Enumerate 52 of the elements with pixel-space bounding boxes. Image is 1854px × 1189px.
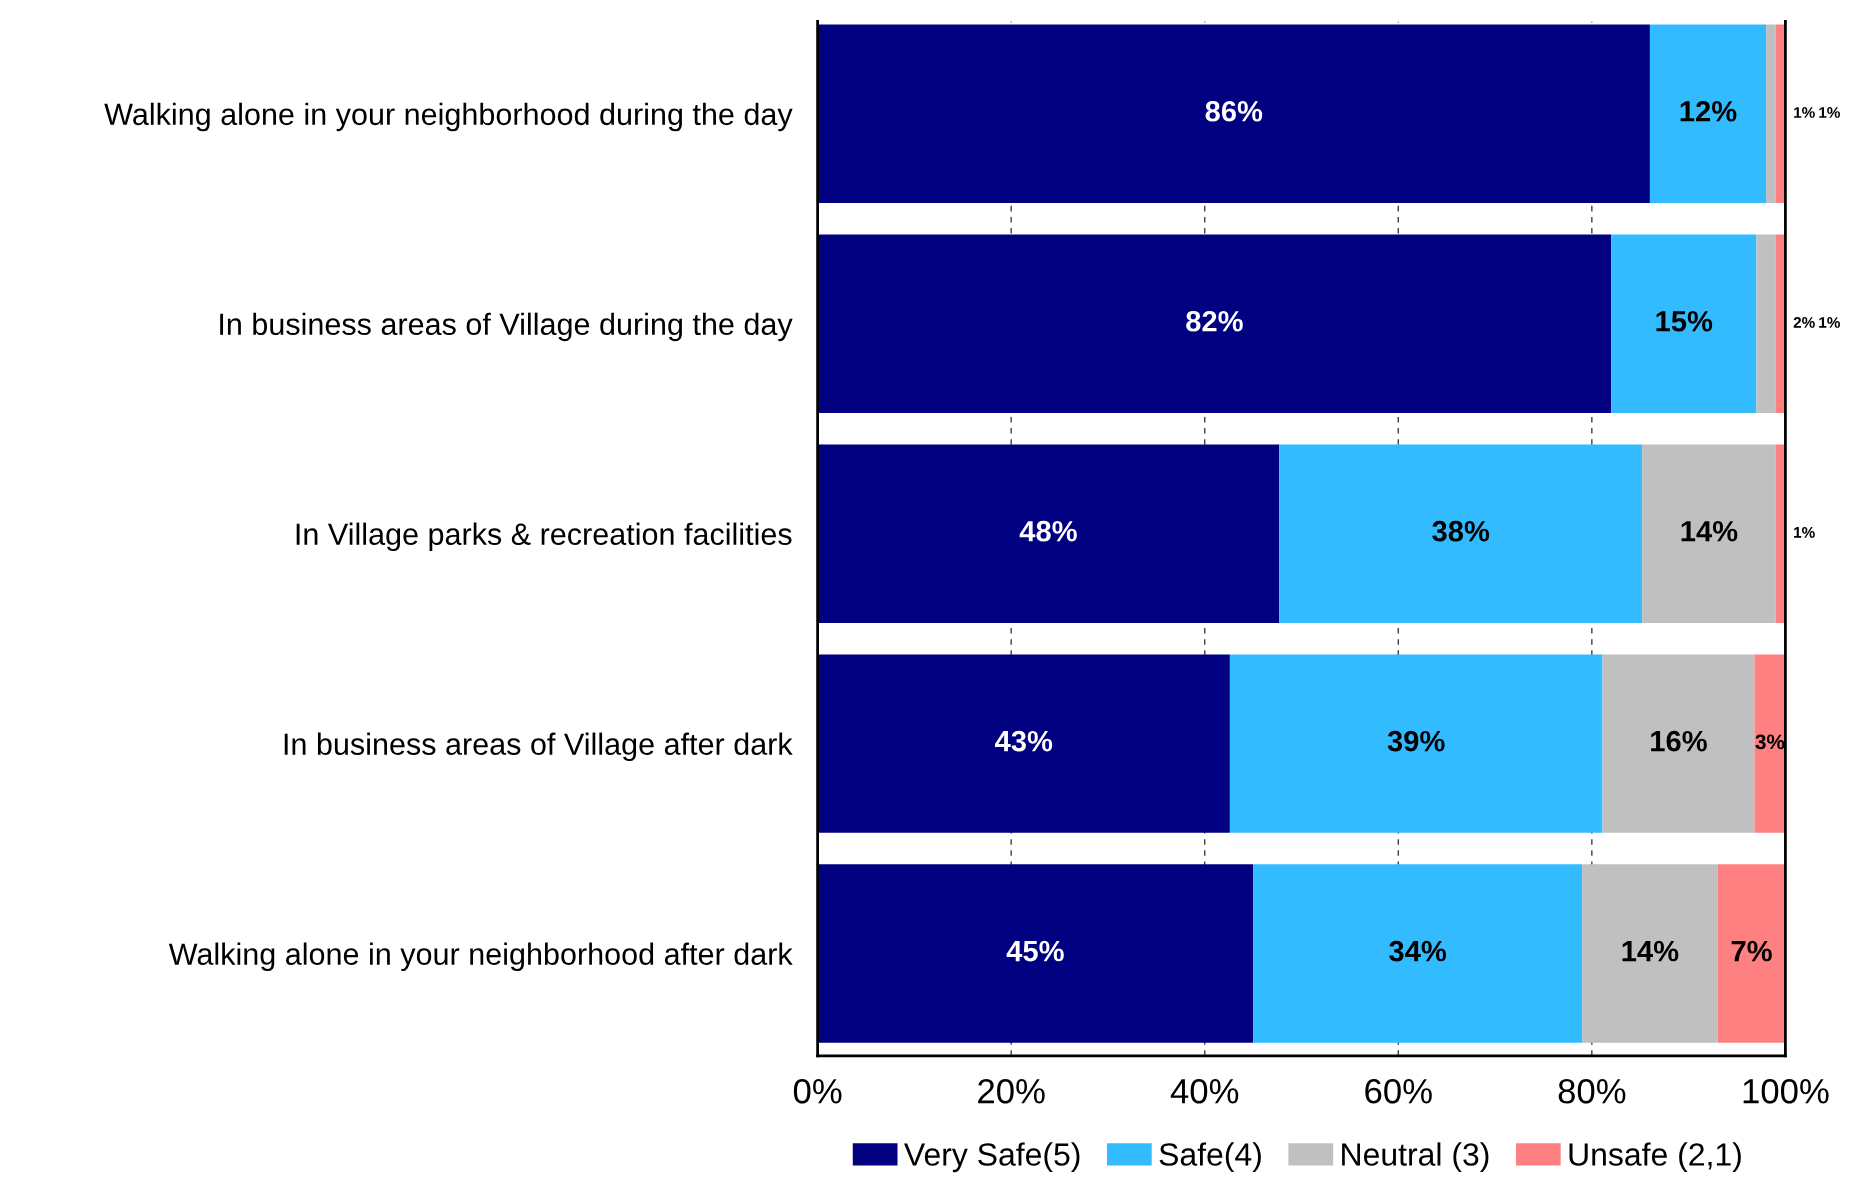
legend-label: Neutral (3) bbox=[1342, 1142, 1489, 1173]
x-tick-label: 100% bbox=[1743, 1078, 1829, 1104]
data-label: 15% bbox=[1656, 310, 1713, 332]
bar bbox=[1253, 864, 1583, 1043]
bar bbox=[1766, 24, 1776, 204]
data-label: 14% bbox=[1622, 940, 1679, 962]
bar bbox=[1279, 444, 1643, 623]
x-tick-label: 0% bbox=[793, 1078, 842, 1104]
x-tick-label: 20% bbox=[978, 1078, 1045, 1104]
x-tick-label: 40% bbox=[1170, 1078, 1239, 1104]
x-tick-label: 80% bbox=[1558, 1078, 1626, 1104]
bar bbox=[1642, 444, 1776, 623]
bar bbox=[817, 444, 1280, 623]
y-tick-label: In business areas of Village during the day bbox=[220, 312, 793, 342]
bar bbox=[817, 864, 1254, 1043]
data-label: 3% bbox=[1755, 734, 1785, 750]
data-label: 1% bbox=[1819, 107, 1840, 118]
data-label: 82% bbox=[1186, 310, 1243, 332]
bar bbox=[1649, 24, 1767, 204]
bar bbox=[1602, 654, 1755, 833]
x-tick-label: 60% bbox=[1365, 1078, 1432, 1104]
bar bbox=[817, 654, 1230, 833]
y-tick-label: Walking alone in your neighborhood after dark bbox=[168, 942, 793, 971]
data-label: 86% bbox=[1205, 100, 1263, 122]
legend-label: Safe(4) bbox=[1159, 1142, 1261, 1173]
y-tick-label: In business areas of Village after dark bbox=[284, 732, 793, 762]
bar bbox=[1754, 654, 1786, 833]
data-label: 1% bbox=[1794, 527, 1815, 538]
y-tick-label: In Village parks & recreation facilities bbox=[296, 522, 792, 552]
bar bbox=[817, 234, 1612, 413]
data-label: 48% bbox=[1019, 520, 1077, 542]
data-label: 14% bbox=[1681, 520, 1738, 542]
bar bbox=[1582, 864, 1718, 1043]
legend-label: Very Safe(5) bbox=[904, 1142, 1080, 1173]
data-label: 1% bbox=[1794, 107, 1815, 118]
data-label: 12% bbox=[1680, 100, 1737, 122]
y-tick-label: Walking alone in your neighborhood during the day bbox=[104, 102, 793, 132]
data-label: 1% bbox=[1819, 317, 1840, 328]
data-label: 7% bbox=[1731, 940, 1772, 962]
legend-label: Unsafe (2,1) bbox=[1569, 1142, 1741, 1173]
data-label: 2% bbox=[1793, 317, 1815, 328]
data-label: 43% bbox=[995, 730, 1053, 752]
bar bbox=[1611, 234, 1757, 413]
bar bbox=[1717, 864, 1786, 1043]
bar bbox=[817, 24, 1650, 204]
bar bbox=[1229, 654, 1603, 833]
data-label: 34% bbox=[1389, 940, 1447, 962]
data-label: 16% bbox=[1651, 730, 1707, 752]
data-label: 38% bbox=[1432, 520, 1490, 542]
data-label: 45% bbox=[1006, 940, 1064, 962]
bar bbox=[1756, 234, 1776, 413]
data-label: 39% bbox=[1387, 730, 1445, 752]
